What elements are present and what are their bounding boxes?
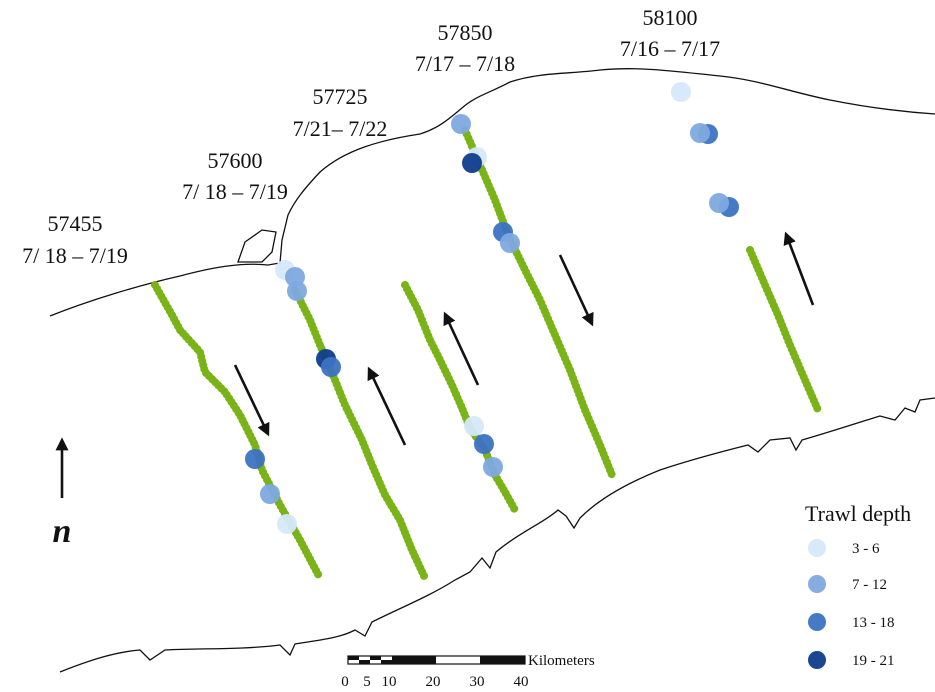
bay-inlet [237,229,277,263]
legend-label: 13 - 18 [852,615,895,631]
scale-unit: Kilometers [528,653,595,669]
transect-track [401,281,519,514]
scale-tick-label: 0 [341,674,349,690]
legend-label: 3 - 6 [852,541,880,557]
transect-id: 58100 [643,5,698,30]
scale-bar [347,655,526,665]
legend-label: 19 - 21 [852,653,895,669]
lower-coastline [59,397,935,673]
trawl-point [464,416,484,436]
trawl-point [474,434,494,454]
trawl-point [245,449,265,469]
trawl-point [709,193,729,213]
trawl-point [690,123,710,143]
scale-tick-label: 20 [426,674,441,690]
transect-dates: 7/17 – 7/18 [415,51,515,76]
direction-arrow [443,311,480,386]
transect-track [151,281,324,582]
transect-dates: 7/16 – 7/17 [620,36,720,61]
trawl-point [500,233,520,253]
transect-track [461,126,616,479]
trawl-point [451,114,471,134]
legend-swatch [808,651,826,669]
direction-arrow [367,366,407,446]
scale-tick-label: 30 [470,674,485,690]
trawl-point [287,281,307,301]
north-label: n [53,513,72,550]
transect-id: 57600 [208,148,263,173]
scale-tick-label: 40 [514,674,529,690]
transect-id: 57455 [48,211,103,236]
transect-track [746,246,822,414]
legend-label: 7 - 12 [852,577,887,593]
upper-coastline [49,68,935,317]
trawl-point [483,457,503,477]
trawl-points [245,82,739,534]
legend-swatch [808,613,826,631]
trawl-point [462,153,482,173]
transect-id: 57725 [313,84,368,109]
direction-arrow [558,254,594,327]
transect-track [291,286,429,582]
trawl-point [277,514,297,534]
transect-dates: 7/21– 7/22 [293,116,388,141]
trawl-point [260,484,280,504]
transect-id: 57850 [438,20,493,45]
legend-swatch [808,575,826,593]
direction-arrow [783,231,815,306]
scale-tick-label: 10 [382,674,397,690]
trawl-point [671,82,691,102]
legend-title: Trawl depth [805,501,911,526]
scale-tick-label: 5 [363,674,371,690]
legend-swatch [808,539,826,557]
transect-dates: 7/ 18 – 7/19 [182,179,288,204]
transect-dates: 7/ 18 – 7/19 [22,243,128,268]
trawl-point [321,357,341,377]
direction-arrow [233,364,270,437]
